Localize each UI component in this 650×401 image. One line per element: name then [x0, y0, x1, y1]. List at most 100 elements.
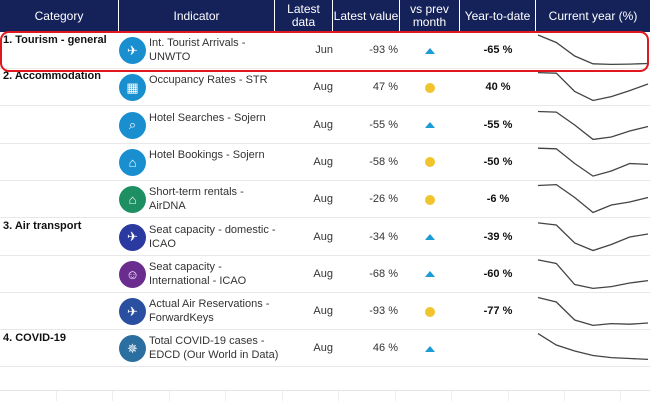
table-header: Category Indicator Latest data Latest va…	[0, 0, 650, 32]
table-row[interactable]: ✵ Total COVID-19 cases - EDCD (Our World …	[0, 330, 650, 368]
current-year-sparkline	[537, 34, 649, 66]
vs-prev-month-indicator	[402, 69, 458, 106]
latest-value: -93 %	[369, 305, 398, 318]
indicator-name: Int. Tourist Arrivals - UNWTO	[149, 37, 246, 63]
category-tourism-general: 1. Tourism - general	[3, 34, 107, 46]
sparkline-series	[537, 259, 649, 289]
table-row[interactable]: ▦ Occupancy Rates - STR Aug 47 % 40 %	[0, 69, 650, 107]
footer-divider	[451, 391, 452, 401]
latest-data-value: Aug	[313, 81, 333, 94]
hotel-search-icon: ⌕	[119, 111, 146, 139]
footer-divider	[508, 391, 509, 401]
footer-divider	[338, 391, 339, 401]
footer-divider	[56, 391, 57, 401]
year-to-date-value: -6 %	[486, 193, 510, 206]
table-row[interactable]: ⌕ Hotel Searches - Sojern Aug -55 % -55 %	[0, 107, 650, 144]
vs-prev-month-indicator	[402, 181, 458, 218]
table-row[interactable]: ✈ Seat capacity - domestic - ICAO Aug -34 %…	[0, 219, 650, 256]
table-row[interactable]: ✈ Int. Tourist Arrivals - UNWTO Jun -93 % -6…	[0, 32, 650, 69]
latest-data-value: Aug	[313, 342, 333, 355]
footer-divider	[395, 391, 396, 401]
vs-prev-month-indicator	[402, 144, 458, 181]
indicator-name: Short-term rentals - AirDNA	[149, 186, 244, 213]
column-header-year-to-date[interactable]: Year-to-date	[460, 0, 536, 32]
column-header-current-year[interactable]: Current year (%)	[548, 8, 638, 23]
latest-value: -58 %	[369, 155, 398, 168]
current-year-sparkline	[537, 333, 649, 361]
table-row[interactable]: ⌂ Hotel Bookings - Sojern Aug -58 % -50 %	[0, 144, 650, 181]
latest-value: -26 %	[369, 193, 398, 206]
latest-value: -55 %	[369, 118, 398, 131]
footer-divider	[282, 391, 283, 401]
current-year-sparkline	[537, 184, 649, 214]
latest-data-value: Aug	[313, 305, 333, 318]
calendar-icon: ▦	[119, 74, 146, 102]
footer-divider	[112, 391, 113, 401]
column-header-indicator[interactable]: Indicator	[119, 0, 275, 32]
current-year-sparkline	[537, 259, 649, 289]
vs-prev-month-indicator	[402, 330, 458, 367]
indicator-name: Hotel Bookings - Sojern	[149, 148, 265, 161]
sparkline-series	[537, 34, 649, 66]
footer-bar	[0, 390, 650, 401]
indicator-name: Seat capacity - International - ICAO	[149, 260, 247, 287]
sparkline-series	[537, 333, 649, 361]
latest-value: -34 %	[369, 230, 398, 243]
latest-value: 46 %	[372, 342, 398, 355]
vs-prev-month-indicator	[402, 256, 458, 293]
latest-data-value: Aug	[313, 155, 333, 168]
current-year-sparkline	[537, 110, 649, 140]
sparkline-series	[537, 72, 649, 102]
vs-prev-month-indicator	[402, 293, 458, 330]
vs-prev-month-indicator	[402, 107, 458, 144]
sparkline-series	[537, 296, 649, 327]
category-air-transport: 3. Air transport	[3, 220, 82, 232]
category-covid-19: 4. COVID-19	[3, 332, 66, 344]
trend-up-icon	[425, 234, 435, 240]
status-dot-icon	[425, 306, 435, 317]
column-header-category[interactable]: Category	[0, 0, 119, 32]
trend-up-icon	[425, 271, 435, 278]
covid-virus-icon: ✵	[119, 335, 146, 363]
current-year-sparkline	[537, 296, 649, 327]
year-to-date-value: -55 %	[483, 118, 513, 131]
passengers-icon: ☺	[119, 260, 146, 288]
table-blank-area	[0, 368, 650, 390]
current-year-sparkline	[537, 221, 649, 251]
hotel-booking-icon: ⌂	[119, 148, 146, 176]
column-header-vs-prev-month[interactable]: vs prev month	[400, 0, 460, 32]
category-accommodation: 2. Accommodation	[3, 70, 101, 82]
indicator-name: Seat capacity - domestic - ICAO	[149, 223, 276, 250]
latest-data-value: Aug	[313, 118, 333, 131]
sparkline-series	[537, 221, 649, 251]
status-dot-icon	[425, 82, 435, 93]
trend-up-icon	[425, 345, 435, 352]
sparkline-series	[537, 184, 649, 214]
sparkline-series	[537, 147, 649, 177]
vs-prev-month-indicator	[402, 219, 458, 256]
indicator-table: 1. Tourism - general 2. Accommodation 3.…	[0, 32, 650, 368]
vs-prev-month-indicator	[402, 32, 458, 69]
table-row[interactable]: ✈ Actual Air Reservations - ForwardKeys Au…	[0, 293, 650, 331]
latest-value: -68 %	[369, 267, 398, 280]
latest-value: -93 %	[369, 44, 398, 56]
indicator-name: Hotel Searches - Sojern	[149, 111, 266, 124]
column-header-latest-value[interactable]: Latest value	[333, 0, 400, 32]
trend-up-icon	[425, 122, 435, 129]
year-to-date-value: -50 %	[483, 155, 513, 168]
year-to-date-value: -39 %	[483, 230, 513, 243]
latest-data-value: Aug	[313, 230, 333, 243]
table-row[interactable]: ⌂ Short-term rentals - AirDNA Aug -26 % -6 %	[0, 181, 650, 219]
sparkline-series	[537, 110, 649, 140]
indicator-name: Actual Air Reservations - ForwardKeys	[149, 298, 270, 325]
latest-data-value: Jun	[315, 44, 333, 56]
current-year-sparkline	[537, 72, 649, 102]
tourist-walking-icon: ✈	[119, 37, 146, 64]
latest-value: 47 %	[372, 81, 398, 94]
footer-divider	[620, 391, 621, 401]
column-header-latest-data[interactable]: Latest data	[275, 0, 333, 32]
table-row[interactable]: ☺ Seat capacity - International - ICAO Aug…	[0, 256, 650, 293]
year-to-date-value: -77 %	[483, 305, 513, 318]
booked-flight-icon: ✈	[119, 298, 146, 326]
year-to-date-value: -65 %	[483, 44, 513, 56]
